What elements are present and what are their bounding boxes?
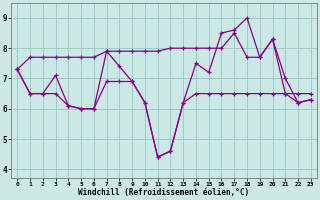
X-axis label: Windchill (Refroidissement éolien,°C): Windchill (Refroidissement éolien,°C) — [78, 188, 250, 197]
